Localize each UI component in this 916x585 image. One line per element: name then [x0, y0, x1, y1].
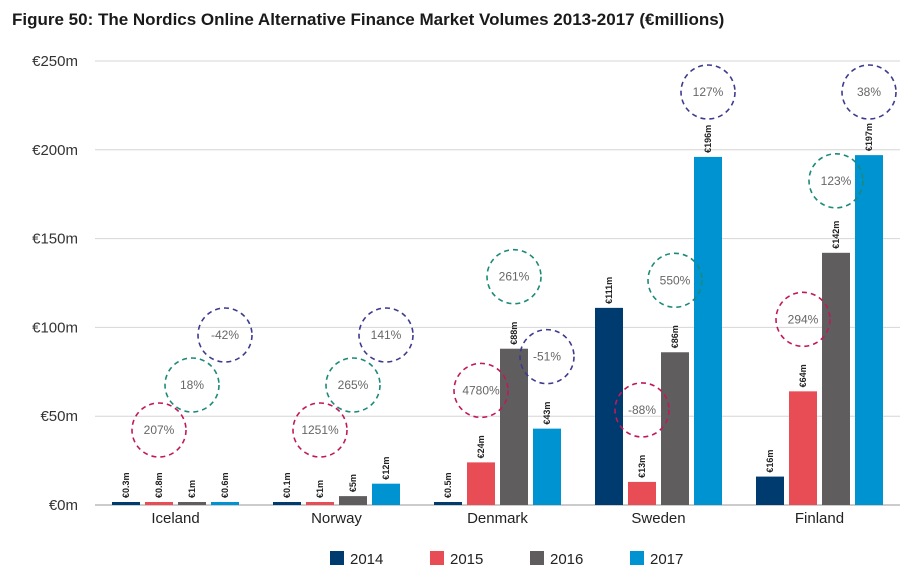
bar-sweden-2016 — [661, 352, 689, 505]
value-label: €0.3m — [121, 472, 131, 498]
chart-title: Figure 50: The Nordics Online Alternativ… — [12, 10, 725, 29]
bar-iceland-2017 — [211, 502, 239, 505]
value-label: €0.1m — [282, 472, 292, 498]
value-label: €0.6m — [220, 472, 230, 498]
legend-swatch — [430, 551, 444, 565]
value-label: €43m — [542, 402, 552, 425]
growth-circle — [325, 357, 381, 413]
value-label: €111m — [604, 277, 614, 304]
x-tick-label: Sweden — [631, 510, 685, 527]
bar-sweden-2017 — [694, 156, 722, 506]
bar-finland-2014 — [756, 476, 784, 505]
bar-iceland-2016 — [178, 502, 206, 505]
value-label: €64m — [798, 364, 808, 387]
growth-label: 38% — [857, 85, 881, 99]
legend-label: 2015 — [450, 551, 483, 568]
bar-finland-2016 — [822, 252, 850, 505]
growth-circle — [164, 357, 220, 413]
legend-label: 2014 — [350, 551, 383, 568]
value-label: €1m — [187, 480, 197, 498]
bar-denmark-2016 — [500, 348, 528, 505]
y-tick-label: €0m — [49, 497, 78, 514]
growth-label: 141% — [371, 328, 402, 342]
growth-label: 207% — [144, 423, 175, 437]
growth-circle — [647, 252, 703, 309]
value-label: €13m — [637, 455, 647, 478]
growth-label: 261% — [499, 270, 530, 284]
y-tick-label: €250m — [32, 53, 78, 70]
growth-label: -88% — [628, 403, 656, 417]
y-tick-label: €150m — [32, 231, 78, 248]
bar-finland-2015 — [789, 391, 817, 505]
bar-norway-2016 — [339, 496, 367, 505]
bar-sweden-2015 — [628, 481, 656, 505]
value-label: €88m — [509, 322, 519, 345]
growth-circle — [808, 153, 864, 209]
growth-circle — [358, 307, 414, 363]
growth-circle — [614, 382, 670, 438]
growth-label: -51% — [533, 350, 561, 364]
value-label: €24m — [476, 435, 486, 458]
legend-label: 2017 — [650, 551, 683, 568]
growth-label: 265% — [338, 378, 369, 392]
bar-iceland-2014 — [112, 502, 140, 505]
x-tick-label: Denmark — [467, 510, 528, 527]
growth-circle — [486, 248, 542, 305]
growth-label: 127% — [693, 85, 724, 99]
bar-iceland-2015 — [145, 502, 173, 505]
bar-denmark-2014 — [434, 502, 462, 505]
y-tick-label: €200m — [32, 142, 78, 159]
legend-swatch — [330, 551, 344, 565]
value-label: €0.8m — [154, 472, 164, 498]
growth-label: -42% — [211, 328, 239, 342]
growth-circle — [131, 402, 187, 458]
growth-circle — [453, 362, 509, 419]
bar-sweden-2014 — [595, 307, 623, 505]
value-label: €0.5m — [443, 472, 453, 498]
legend-swatch — [530, 551, 544, 565]
growth-circle — [680, 64, 736, 120]
value-label: €142m — [831, 221, 841, 249]
growth-label: 123% — [821, 174, 852, 188]
bar-norway-2015 — [306, 502, 334, 505]
growth-circle — [197, 307, 253, 363]
value-label: €196m — [703, 125, 713, 153]
growth-circle — [841, 64, 897, 120]
bar-norway-2017 — [372, 483, 400, 505]
growth-label: 18% — [180, 378, 204, 392]
growth-label: 550% — [660, 273, 691, 287]
growth-circle — [775, 291, 831, 348]
growth-circle — [292, 402, 348, 458]
x-tick-label: Finland — [795, 510, 844, 527]
growth-circle — [519, 328, 575, 385]
y-tick-label: €50m — [40, 408, 78, 425]
value-label: €1m — [315, 480, 325, 498]
value-label: €5m — [348, 474, 358, 492]
bar-finland-2017 — [855, 155, 883, 506]
legend-swatch — [630, 551, 644, 565]
value-label: €12m — [381, 457, 391, 480]
y-tick-label: €100m — [32, 319, 78, 336]
legend-label: 2016 — [550, 551, 583, 568]
value-label: €16m — [765, 450, 775, 473]
growth-label: 1251% — [301, 423, 339, 437]
value-label: €86m — [670, 325, 680, 348]
x-tick-label: Iceland — [151, 510, 199, 527]
bar-norway-2014 — [273, 502, 301, 505]
growth-label: 294% — [788, 312, 819, 326]
x-tick-label: Norway — [311, 510, 362, 527]
bar-denmark-2015 — [467, 462, 495, 505]
value-label: €197m — [864, 123, 874, 151]
bar-denmark-2017 — [533, 428, 561, 505]
growth-label: 4780% — [462, 383, 500, 397]
